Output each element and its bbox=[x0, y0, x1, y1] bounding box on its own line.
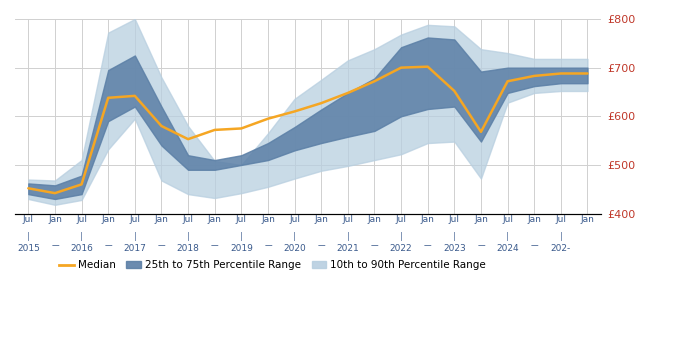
Text: —: — bbox=[531, 241, 538, 250]
Text: —: — bbox=[104, 241, 112, 250]
Text: |: | bbox=[400, 232, 402, 241]
Text: |: | bbox=[134, 232, 136, 241]
Text: |: | bbox=[240, 232, 243, 241]
Text: |: | bbox=[453, 232, 456, 241]
Text: 2018: 2018 bbox=[176, 244, 200, 253]
Text: |: | bbox=[293, 232, 296, 241]
Text: —: — bbox=[477, 241, 485, 250]
Text: 2017: 2017 bbox=[123, 244, 146, 253]
Text: —: — bbox=[371, 241, 378, 250]
Text: 2022: 2022 bbox=[390, 244, 412, 253]
Text: |: | bbox=[346, 232, 349, 241]
Text: |: | bbox=[187, 232, 190, 241]
Text: —: — bbox=[264, 241, 272, 250]
Text: —: — bbox=[158, 241, 165, 250]
Text: |: | bbox=[559, 232, 562, 241]
Text: —: — bbox=[317, 241, 325, 250]
Legend: Median, 25th to 75th Percentile Range, 10th to 90th Percentile Range: Median, 25th to 75th Percentile Range, 1… bbox=[55, 256, 490, 274]
Text: |: | bbox=[80, 232, 83, 241]
Text: —: — bbox=[51, 241, 59, 250]
Text: 2023: 2023 bbox=[443, 244, 466, 253]
Text: —: — bbox=[424, 241, 431, 250]
Text: |: | bbox=[506, 232, 509, 241]
Text: 2016: 2016 bbox=[70, 244, 93, 253]
Text: 202-: 202- bbox=[551, 244, 571, 253]
Text: 2020: 2020 bbox=[284, 244, 306, 253]
Text: 2024: 2024 bbox=[496, 244, 519, 253]
Text: 2015: 2015 bbox=[17, 244, 40, 253]
Text: |: | bbox=[27, 232, 29, 241]
Text: 2019: 2019 bbox=[230, 244, 253, 253]
Text: 2021: 2021 bbox=[337, 244, 359, 253]
Text: —: — bbox=[211, 241, 218, 250]
